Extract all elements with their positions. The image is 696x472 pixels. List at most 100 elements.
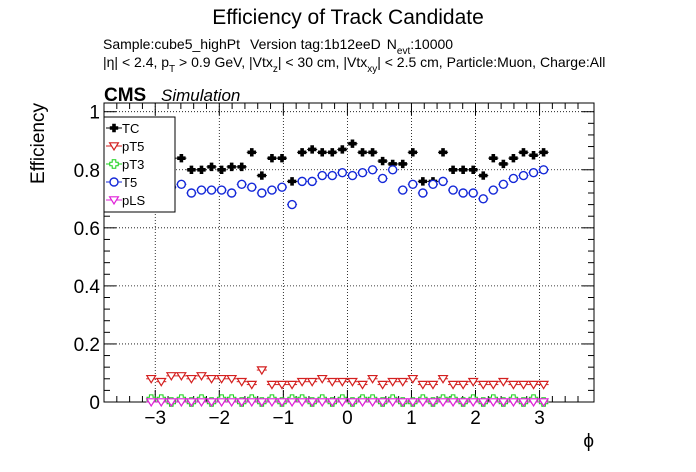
- legend-entry-t5: T5: [106, 175, 137, 190]
- data-point: [247, 148, 256, 157]
- data-point: [417, 398, 429, 408]
- data-point: [266, 398, 278, 408]
- data-point: [317, 170, 327, 181]
- data-point: [357, 380, 368, 390]
- data-point: [358, 148, 367, 157]
- cut-eta-pt: |η| < 2.4, p: [103, 54, 169, 70]
- data-point: [165, 372, 177, 382]
- plot-frame: [103, 102, 595, 403]
- info-line-1: Sample:cube5_highPt Version tag:1b12eeD Ne…: [103, 36, 453, 57]
- data-point: [519, 148, 528, 157]
- data-point: [447, 380, 459, 390]
- data-point: [428, 179, 438, 189]
- y-tick-label: 0.8: [74, 161, 100, 182]
- data-point: [458, 165, 468, 174]
- data-point: [276, 380, 288, 390]
- data-point: [287, 177, 297, 186]
- data-point: [216, 398, 228, 408]
- data-point: [508, 173, 519, 184]
- y-tick-label: 0.6: [74, 219, 100, 240]
- data-point: [217, 165, 226, 174]
- data-point: [297, 176, 307, 187]
- cms-label: CMS: [104, 85, 146, 106]
- version-tag: Version tag:1b12eeD: [250, 36, 381, 52]
- cut-pt-subscript: T: [169, 64, 175, 75]
- legend: TC pT5 pT3 T5 pLS: [103, 116, 176, 213]
- data-point: [267, 153, 277, 163]
- data-point: [538, 165, 549, 175]
- data-point: [256, 366, 268, 376]
- data-point: [346, 398, 358, 408]
- legend-label: T5: [122, 175, 137, 190]
- n-events-subscript: evt: [397, 46, 411, 57]
- data-point: [509, 153, 518, 163]
- data-point: [186, 188, 197, 198]
- x-axis-title: ϕ: [583, 431, 594, 452]
- data-point: [246, 380, 258, 390]
- data-point: [277, 153, 287, 163]
- legend-marker: [109, 123, 119, 133]
- data-point: [196, 372, 207, 382]
- data-point: [257, 188, 267, 198]
- data-point: [257, 171, 267, 180]
- data-point: [367, 374, 379, 384]
- data-point: [417, 380, 429, 390]
- data-point: [196, 398, 207, 408]
- data-point: [296, 398, 308, 408]
- data-point: [145, 398, 157, 408]
- x-tick-label: 3: [534, 408, 545, 429]
- data-point: [206, 374, 218, 384]
- data-point: [216, 185, 227, 195]
- data-point: [196, 185, 207, 195]
- cut-particle-charge: | < 2.5 cm, Particle:Muon, Charge:All: [377, 54, 605, 70]
- cut-vtxxy-subscript: xy: [367, 64, 377, 75]
- data-point: [286, 380, 298, 390]
- y-tick-label: 0: [89, 393, 100, 414]
- data-point: [297, 148, 307, 157]
- data-point: [226, 398, 238, 408]
- data-point: [467, 377, 479, 387]
- data-point: [237, 162, 246, 172]
- data-point: [175, 372, 187, 382]
- data-point: [187, 165, 196, 174]
- data-point: [538, 398, 550, 408]
- data-point: [397, 398, 409, 408]
- data-point: [226, 188, 237, 198]
- data-point: [498, 179, 509, 189]
- y-tick-label: 0.4: [74, 277, 101, 298]
- data-point: [438, 148, 448, 157]
- data-point: [326, 398, 338, 408]
- data-point: [318, 148, 327, 157]
- data-point: [155, 398, 167, 408]
- data-point: [447, 398, 459, 408]
- legend-label: pT5: [122, 139, 144, 154]
- data-point: [479, 171, 488, 180]
- data-point: [155, 377, 167, 387]
- data-point: [307, 145, 317, 154]
- data-point: [388, 159, 397, 169]
- data-point: [398, 185, 408, 195]
- data-point: [528, 167, 539, 178]
- x-tick-label: −1: [273, 408, 295, 429]
- data-point: [185, 374, 197, 384]
- data-point: [185, 398, 197, 408]
- data-point: [197, 165, 206, 174]
- data-point: [518, 170, 529, 181]
- cut-vtxz: > 0.9 GeV, |Vtx: [175, 54, 273, 70]
- data-point: [337, 167, 348, 178]
- data-point: [236, 377, 248, 387]
- data-point: [246, 398, 258, 408]
- data-series: [145, 139, 550, 408]
- data-point: [316, 398, 328, 408]
- data-point: [368, 148, 377, 157]
- legend-entry-tc: TC: [106, 121, 139, 136]
- data-point: [529, 151, 538, 160]
- data-point: [489, 153, 498, 163]
- data-point: [468, 188, 478, 198]
- data-point: [539, 148, 548, 157]
- data-point: [478, 194, 488, 204]
- data-point: [397, 377, 409, 387]
- data-point: [477, 398, 489, 408]
- legend-label: TC: [122, 121, 139, 136]
